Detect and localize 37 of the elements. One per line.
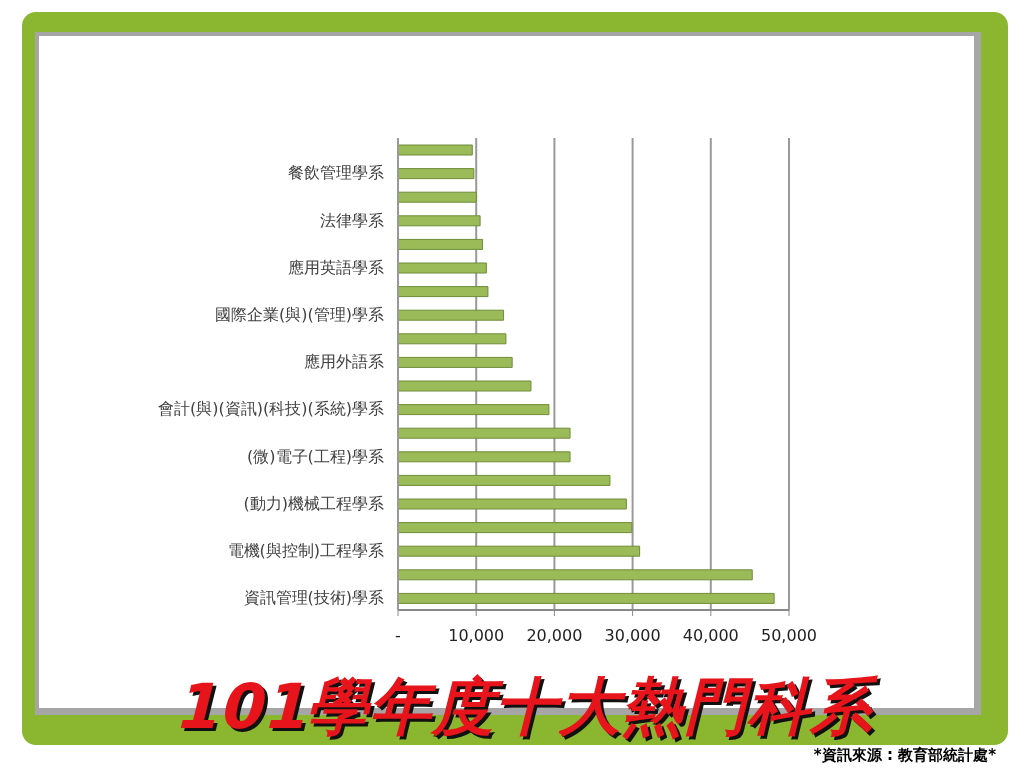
bar bbox=[398, 191, 477, 203]
bar bbox=[398, 380, 532, 392]
bar bbox=[398, 333, 507, 345]
bar bbox=[398, 309, 505, 321]
bar bbox=[398, 215, 481, 227]
x-tick-label: 20,000 bbox=[526, 625, 583, 645]
bar bbox=[398, 545, 641, 557]
x-tick-label: 30,000 bbox=[604, 625, 661, 645]
bar bbox=[398, 286, 489, 298]
y-tick-label: 餐飲管理學系 bbox=[288, 162, 384, 182]
bar bbox=[398, 144, 473, 156]
x-tick-label: - bbox=[395, 625, 401, 645]
y-tick-label: 會計(與)(資訊)(科技)(系統)學系 bbox=[158, 398, 384, 418]
y-tick-label: 應用英語學系 bbox=[288, 257, 384, 277]
bar bbox=[398, 569, 753, 581]
bar bbox=[398, 522, 633, 534]
bar bbox=[398, 474, 611, 486]
bar bbox=[398, 262, 487, 274]
y-tick-label: 電機(與控制)工程學系 bbox=[227, 540, 384, 560]
y-tick-label: (動力)機械工程學系 bbox=[243, 493, 384, 513]
y-tick-label: 國際企業(與)(管理)學系 bbox=[215, 304, 384, 324]
bar bbox=[398, 238, 483, 250]
bar bbox=[398, 356, 513, 368]
bar bbox=[398, 451, 571, 463]
y-tick-label: (微)電子(工程)學系 bbox=[247, 446, 384, 466]
y-tick-label: 應用外語系 bbox=[304, 351, 384, 371]
bar bbox=[398, 404, 550, 416]
y-tick-label: 法律學系 bbox=[320, 210, 384, 230]
x-tick-label: 50,000 bbox=[761, 625, 817, 645]
bar bbox=[398, 592, 775, 604]
bar bbox=[398, 168, 475, 180]
x-tick-label: 40,000 bbox=[682, 625, 739, 645]
x-tick-label: 10,000 bbox=[448, 625, 505, 645]
bar bbox=[398, 427, 571, 439]
y-tick-label: 資訊管理(技術)學系 bbox=[243, 587, 384, 607]
text: *資訊來源 : 教育部統計處* bbox=[813, 746, 996, 765]
bar bbox=[398, 498, 627, 510]
